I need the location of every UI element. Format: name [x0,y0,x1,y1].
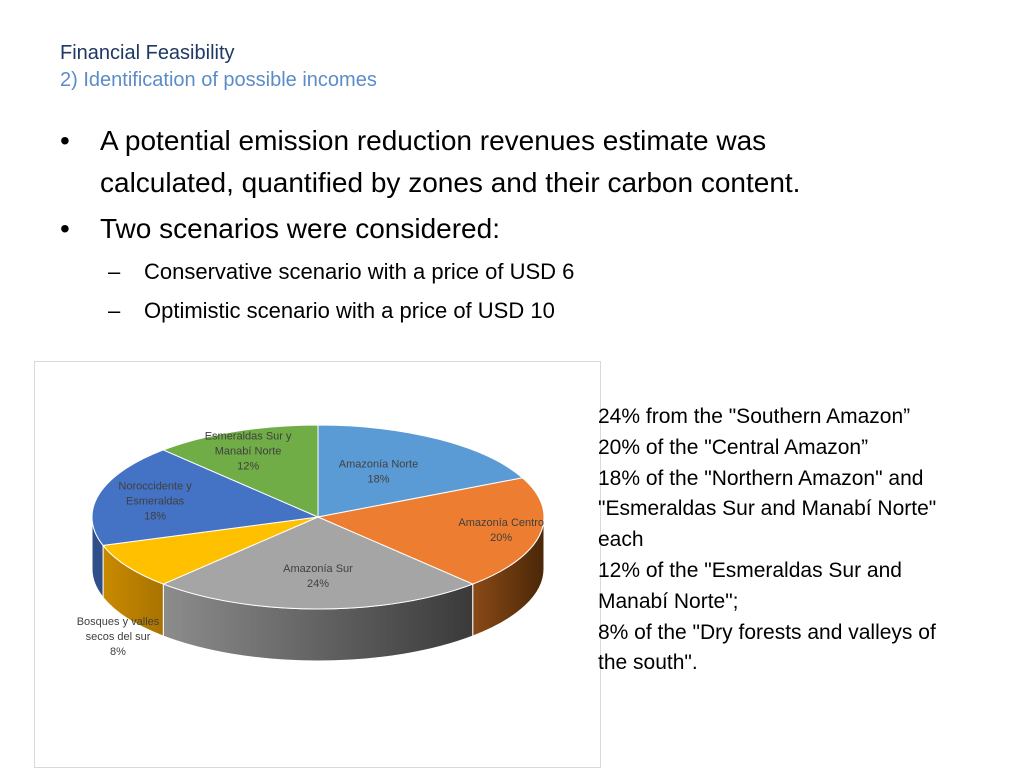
breakdown-line: "Esmeraldas Sur and Manabí Norte" [598,497,937,521]
bullet-2-line-1: Two scenarios were considered: [100,213,500,244]
pie-slice-label: Esmeraldas [126,495,185,507]
pie-chart: Amazonía Norte 18% Amazonía Centro 20% Amazo… [77,424,545,662]
bullet-1-line-2: calculated, quantified by zones and thei… [100,167,801,198]
pie-slice-percent-label: 18% [367,474,389,486]
breakdown-line: Manabí Norte"; [598,589,739,613]
breakdown-line: each [598,528,644,552]
pie-slice [317,424,524,518]
pie-slice-percent-label: 20% [490,532,512,544]
pie-slice-label: Amazonía Centro [458,517,544,529]
breakdown-line: the south". [598,651,698,675]
subbullet-2: – Optimistic scenario with a price of USD… [108,297,555,325]
breakdown-line: 18% of the "Northern Amazon" and [598,466,924,490]
breakdown-line: 24% from the "Southern Amazon” [598,405,911,428]
pie-slice [102,516,319,585]
bullet-marker: • [60,125,70,156]
pie-slice [316,477,545,585]
slide-subtitle: 2) Identification of possible incomes [60,69,377,91]
pie-slice [161,424,319,518]
pie-slice [161,516,475,610]
breakdown-line: 12% of the "Esmeraldas Sur and [598,558,902,582]
pie-slice [91,449,320,546]
pie-slice-percent-label: 18% [144,510,166,522]
pie-slice-percent-label: 8% [110,646,126,658]
pie-slice-label: Amazonía Norte [339,459,418,471]
pie-slice-label: Esmeraldas Sur y [205,430,292,442]
bullet-marker: • [60,213,70,244]
subbullet-1-text: Conservative scenario with a price of US… [144,259,575,284]
pie-chart-frame: Amazonía Norte 18% Amazonía Centro 20% Amazo… [34,361,601,768]
subbullet-marker: – [108,259,121,284]
income-breakdown-text: 24% from the "Southern Amazon” 20% of th… [598,402,998,679]
breakdown-line: 8% of the "Dry forests and valleys of [598,620,936,644]
pie-slice-label: Bosques y valles [77,616,160,628]
pie-slice-label: Noroccidente y [118,480,192,492]
bullet-1-line-1: A potential emission reduction revenues … [100,125,767,156]
subbullet-2-text: Optimistic scenario with a price of USD … [144,298,555,323]
subbullet-marker: – [108,298,121,323]
pie-slice-label: Manabí Norte [215,445,282,457]
pie-slice-label: Amazonía Sur [283,563,353,575]
pie-slice-label: secos del sur [86,631,151,643]
breakdown-line: 20% of the "Central Amazon” [598,435,869,459]
subbullet-1: – Conservative scenario with a price of U… [108,258,574,286]
pie-slice-percent-label: 12% [237,460,259,472]
slide-title: Financial Feasibility [60,42,235,64]
pie-slice-percent-label: 24% [307,578,329,590]
